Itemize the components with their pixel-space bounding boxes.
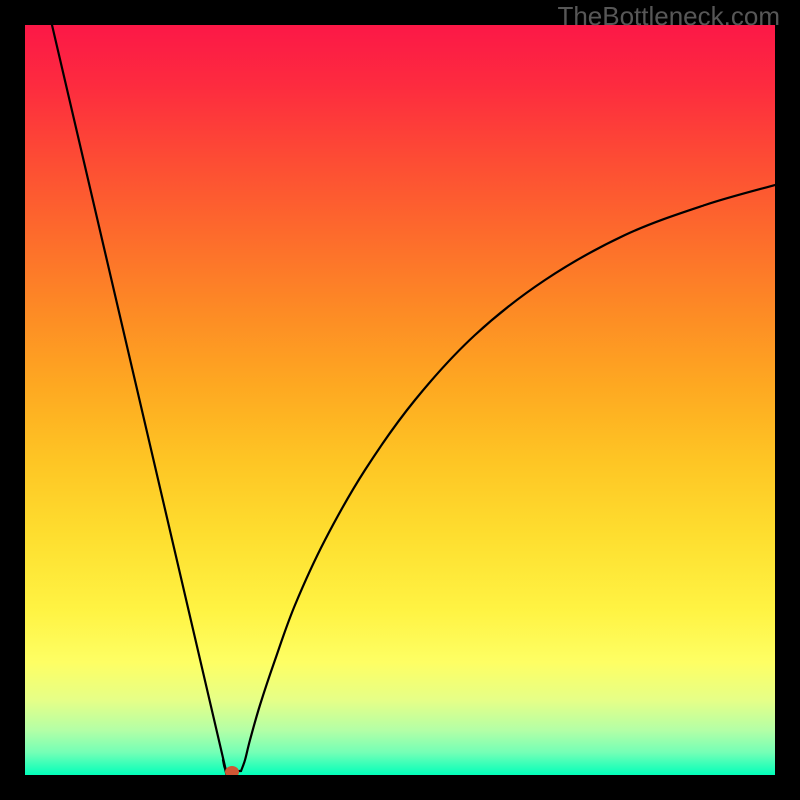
chart-frame: TheBottleneck.com bbox=[0, 0, 800, 800]
watermark-text: TheBottleneck.com bbox=[557, 1, 780, 32]
gradient-background bbox=[25, 25, 775, 775]
plot-area bbox=[25, 25, 775, 775]
